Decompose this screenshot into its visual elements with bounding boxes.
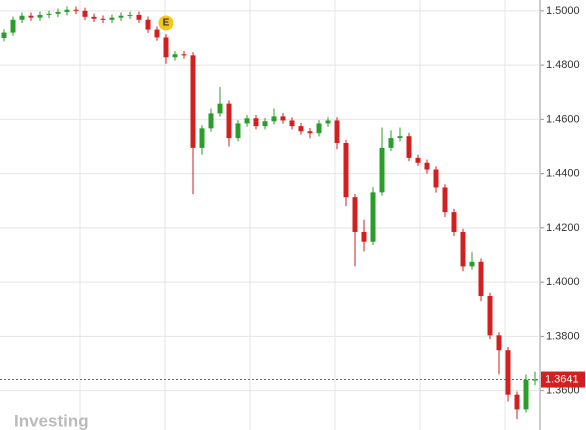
candle-body (226, 103, 232, 139)
candle-body (469, 261, 475, 267)
candle-body (109, 17, 115, 20)
candle-body (100, 18, 106, 20)
candle-body (55, 11, 61, 14)
candle-body (10, 19, 16, 33)
candle-body (307, 131, 313, 134)
candle-body (262, 121, 268, 127)
candle-body (172, 54, 178, 58)
candle-body (1, 32, 7, 38)
candle-body (64, 9, 70, 12)
candle-body (514, 394, 520, 410)
candle-body (388, 138, 394, 148)
event-marker (158, 15, 174, 31)
y-tick-label: 1.4000 (546, 276, 580, 288)
candle-body (352, 197, 358, 232)
candle-body (334, 120, 340, 143)
candle-body (397, 136, 403, 139)
candle-body (316, 123, 322, 134)
candle-body (343, 142, 349, 198)
candle-body (406, 136, 412, 158)
candle-body (181, 54, 187, 56)
candle-body (145, 19, 151, 30)
event-marker-label: E (163, 18, 170, 29)
candle-body (532, 379, 538, 381)
candle-body (37, 14, 43, 18)
candle-body (370, 192, 376, 242)
current-price-label: 1.3641 (545, 373, 579, 385)
y-tick-label: 1.4600 (546, 113, 580, 125)
y-tick-label: 1.5000 (546, 5, 580, 17)
y-tick-label: 1.3600 (546, 385, 580, 397)
candle-body (496, 335, 502, 351)
candle-body (82, 10, 88, 17)
candle-body (442, 187, 448, 213)
candle-body (523, 379, 529, 410)
candle-body (379, 147, 385, 193)
candle-body (91, 16, 97, 19)
vertical-grid (79, 0, 506, 430)
candle-body (271, 116, 277, 122)
candle-body (190, 55, 196, 148)
candle-body (487, 295, 493, 336)
candle-body (163, 37, 169, 58)
candle-body (415, 157, 421, 163)
candle-body (208, 113, 214, 129)
candle-body (136, 14, 142, 20)
candle-body (478, 261, 484, 296)
watermark: Investing (14, 411, 89, 430)
candle-body (199, 128, 205, 148)
candle-body (19, 15, 25, 20)
candle-body (127, 14, 133, 16)
candle-body (280, 116, 286, 121)
candle-body (118, 15, 124, 18)
y-tick-label: 1.4400 (546, 168, 580, 180)
y-tick-label: 1.3800 (546, 330, 580, 342)
current-price-box (541, 371, 585, 388)
candle-body (28, 15, 34, 18)
y-tick-label: 1.4200 (546, 222, 580, 234)
candle-body (451, 212, 457, 232)
candle-body (289, 120, 295, 127)
candle-body (253, 118, 259, 127)
candle-body (298, 126, 304, 132)
candle-body (73, 9, 79, 11)
candle-body (433, 169, 439, 188)
candle-body (154, 29, 160, 38)
candle-body (424, 162, 430, 170)
candle-body (361, 231, 367, 242)
candle-body (46, 13, 52, 15)
candle-body (244, 118, 250, 124)
candle-body (460, 231, 466, 267)
candle-body (505, 350, 511, 395)
y-tick-label: 1.4800 (546, 59, 580, 71)
candle-body (325, 120, 331, 124)
candle-body (217, 103, 223, 114)
candle-body (235, 123, 241, 139)
